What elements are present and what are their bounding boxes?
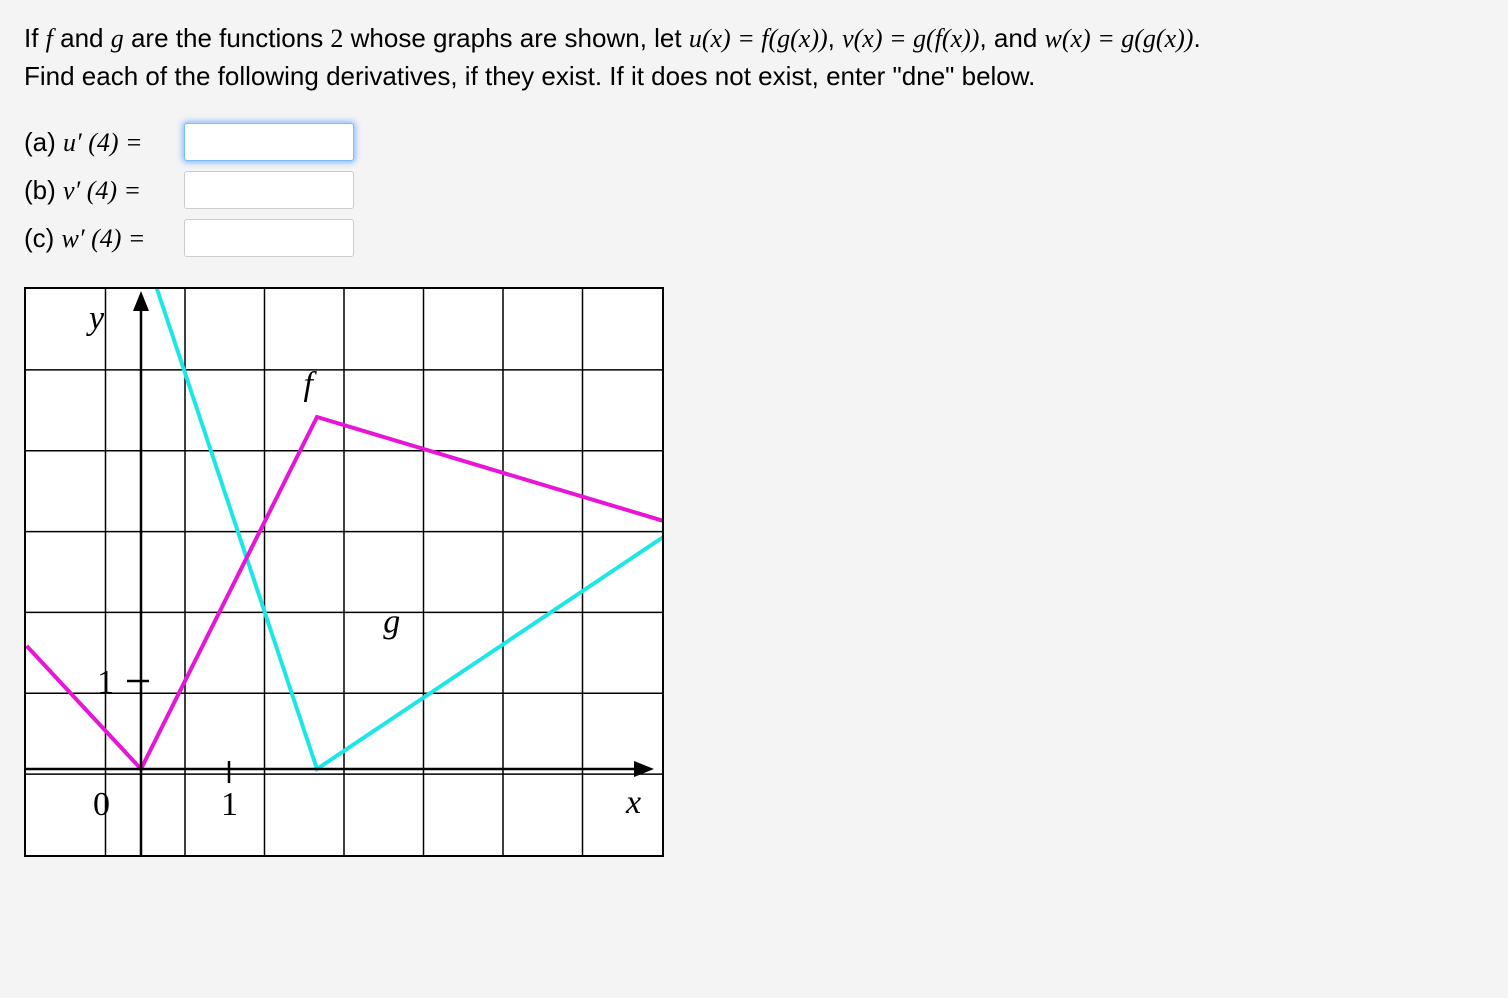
text: are the functions (124, 23, 331, 53)
question-c: (c) w′ (4) = (24, 219, 1484, 257)
graph-svg: g f 0 1 1 x y (26, 289, 662, 855)
y-axis-label: y (86, 300, 105, 337)
label-expr: u′ (4) = (63, 128, 143, 157)
answer-input-b[interactable] (184, 171, 354, 209)
math-v-def: v(x) = g(f(x)) (842, 24, 979, 53)
question-c-label: (c) w′ (4) = (24, 223, 184, 254)
questions-block: (a) u′ (4) = (b) v′ (4) = (c) w′ (4) = (24, 123, 1484, 257)
math-f: f (46, 24, 53, 53)
text: and (53, 23, 111, 53)
label-prefix: (a) (24, 127, 63, 157)
question-b-label: (b) v′ (4) = (24, 175, 184, 206)
answer-input-c[interactable] (184, 219, 354, 257)
problem-statement: If f and g are the functions 2 whose gra… (24, 20, 1484, 95)
axes (26, 291, 654, 855)
text: , and (979, 23, 1044, 53)
label-prefix: (b) (24, 175, 63, 205)
x-axis-label: x (625, 784, 641, 821)
text: If (24, 23, 46, 53)
question-b: (b) v′ (4) = (24, 171, 1484, 209)
question-a: (a) u′ (4) = (24, 123, 1484, 161)
label-expr: w′ (4) = (62, 224, 146, 253)
text: , (828, 23, 842, 53)
graph-container: g f 0 1 1 x y (24, 287, 664, 857)
math-w-def: w(x) = g(g(x)) (1045, 24, 1194, 53)
math-2: 2 (330, 24, 343, 53)
answer-input-a[interactable] (184, 123, 354, 161)
question-a-label: (a) u′ (4) = (24, 127, 184, 158)
math-g: g (111, 24, 124, 53)
g-label: g (383, 604, 400, 641)
f-label: f (303, 366, 317, 403)
origin-label: 0 (93, 786, 110, 823)
text: whose graphs are shown, let (343, 23, 688, 53)
x-tick-1: 1 (221, 786, 238, 823)
problem-line2: Find each of the following derivatives, … (24, 61, 1035, 91)
label-prefix: (c) (24, 223, 62, 253)
text: . (1193, 23, 1200, 53)
g-curve (141, 289, 662, 769)
math-u-def: u(x) = f(g(x)) (689, 24, 828, 53)
y-tick-1: 1 (97, 664, 114, 701)
label-expr: v′ (4) = (63, 176, 141, 205)
